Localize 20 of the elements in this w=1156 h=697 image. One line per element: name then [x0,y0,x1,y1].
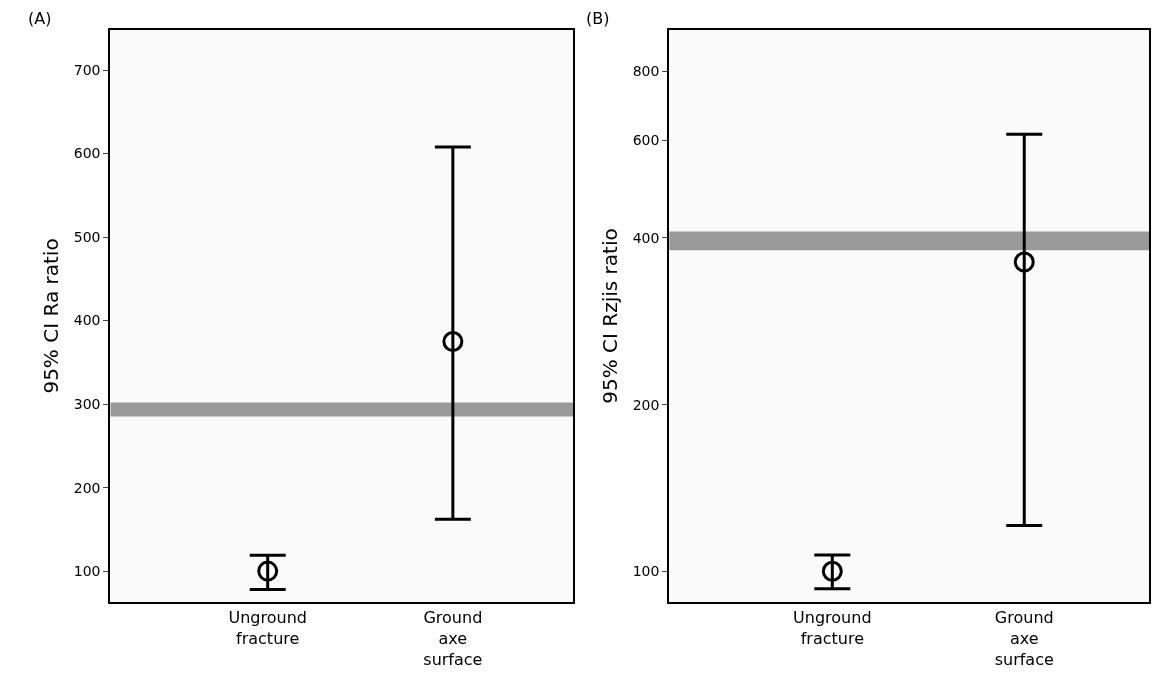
y-tick-label: 400 [632,229,660,246]
y-tick-label: 300 [73,396,101,412]
chart-title: (A) [28,9,52,28]
y-tick-label: 600 [73,145,101,162]
y-tick-label: 200 [632,396,660,413]
y-axis-title: 95% CI Rzjis ratio [597,228,622,404]
x-tick-label: Ground axe surface [994,608,1054,669]
y-tick-label: 100 [632,563,660,580]
y-tick-label: 700 [73,61,101,78]
y-axis-title: 95% CI Ra ratio [38,238,63,394]
x-tick-label: Unground fracture [228,608,307,648]
x-tick-label: Ground axe surface [423,608,483,669]
chart-title: (B) [586,9,610,28]
y-tick-label: 200 [73,479,101,496]
y-tick-label: 400 [73,312,101,329]
x-tick-label: Unground fracture [793,608,872,648]
y-tick-label: 100 [73,563,101,579]
y-tick-label: 500 [73,228,101,245]
y-tick-label: 600 [632,132,660,149]
y-tick-label: 800 [632,63,660,80]
